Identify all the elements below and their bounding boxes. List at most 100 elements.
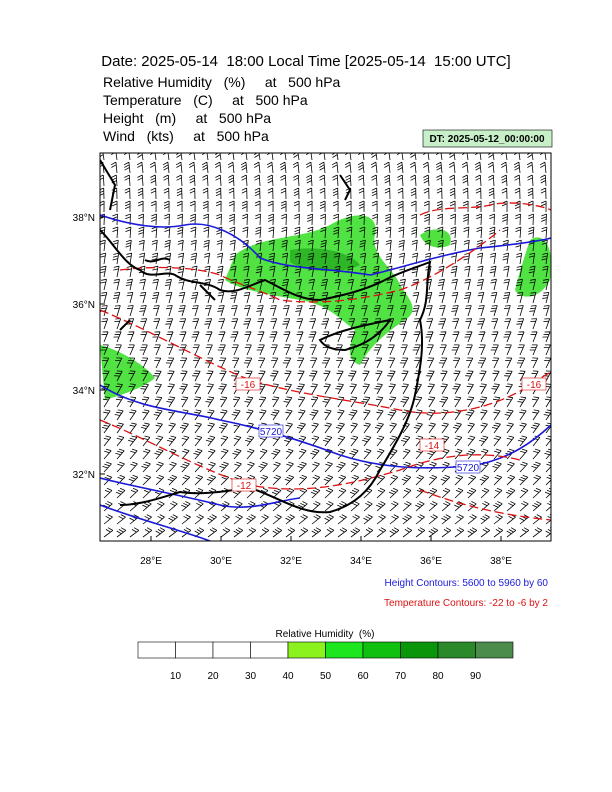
- wind-barb: [270, 305, 277, 317]
- wind-barb: [116, 435, 125, 447]
- wind-barb: [503, 331, 512, 343]
- wind-barb: [478, 435, 489, 447]
- wind-barb: [129, 487, 139, 499]
- wind-barb: [464, 331, 473, 343]
- wind-barb: [126, 265, 133, 278]
- wind-barb: [415, 409, 423, 421]
- wind-barb: [348, 370, 357, 382]
- wind-barb: [375, 357, 383, 369]
- wind-barb: [478, 331, 486, 343]
- wind-barb: [110, 153, 118, 161]
- wind-barb: [389, 527, 400, 538]
- wind-barb: [320, 239, 327, 252]
- wind-barb: [450, 252, 458, 265]
- wind-barb: [528, 265, 536, 278]
- wind-barb: [350, 474, 360, 486]
- wind-barb: [155, 527, 166, 538]
- wind-barb: [268, 226, 275, 239]
- colorbar-label: 10: [170, 671, 182, 682]
- wind-barb: [428, 527, 439, 538]
- wind-barb: [424, 226, 431, 239]
- wind-barb: [175, 161, 183, 174]
- wind-barb: [371, 174, 378, 187]
- colorbar-box: [287, 641, 326, 659]
- wind-barb: [284, 370, 292, 382]
- wind-barb: [399, 357, 409, 369]
- wind-barb: [349, 396, 358, 408]
- wind-barb: [154, 487, 165, 499]
- wind-barb: [294, 252, 302, 265]
- colorbar-box: [325, 641, 364, 659]
- wind-barb: [519, 422, 527, 434]
- wind-barb: [308, 278, 315, 291]
- wind-barb: [151, 213, 157, 226]
- wind-barb: [540, 187, 547, 200]
- wind-barb: [308, 331, 317, 343]
- wind-barb: [207, 409, 215, 421]
- wind-barb: [349, 357, 357, 369]
- wind-barb: [296, 383, 305, 395]
- wind-barb: [149, 153, 157, 161]
- wind-barb: [285, 409, 293, 421]
- wind-barb: [101, 331, 109, 343]
- wind-barb: [202, 174, 209, 187]
- colorbar-box: [250, 641, 289, 659]
- wind-barb: [436, 200, 443, 213]
- wind-barb: [370, 153, 378, 161]
- wind-barb: [233, 435, 242, 447]
- wind-barb: [271, 357, 279, 369]
- wind-barb: [321, 357, 331, 369]
- wind-barb: [427, 487, 438, 499]
- wind-barb: [397, 174, 404, 187]
- wind-barb: [220, 527, 231, 538]
- wind-barb: [112, 252, 120, 265]
- wind-barb: [129, 448, 138, 460]
- wind-barb: [489, 226, 496, 239]
- wind-barb: [168, 422, 176, 434]
- wind-barb: [545, 435, 551, 447]
- wind-barb: [136, 161, 144, 174]
- wind-barb: [349, 487, 360, 499]
- wind-barb: [462, 200, 469, 213]
- wind-barb: [283, 331, 291, 343]
- wind-barb: [502, 226, 509, 239]
- wind-barb: [139, 292, 147, 304]
- wind-barb: [126, 292, 134, 304]
- wind-barb: [401, 383, 409, 395]
- wind-barb: [296, 422, 306, 434]
- wind-barb: [423, 200, 430, 213]
- wind-barb: [100, 278, 107, 291]
- wind-barb: [337, 487, 347, 499]
- wind-barb: [449, 200, 456, 213]
- wind-barb: [334, 278, 341, 291]
- wind-barb: [256, 344, 265, 356]
- wind-barb: [387, 370, 396, 382]
- lon-tick-label: 36°E: [420, 556, 442, 567]
- wind-barb: [463, 252, 471, 265]
- colorbar-label: 30: [245, 671, 257, 682]
- wind-barb: [179, 422, 189, 434]
- wind-barb: [259, 474, 269, 486]
- wind-barb: [266, 153, 274, 161]
- wind-barb: [306, 200, 313, 213]
- wind-barb: [383, 153, 391, 161]
- wind-barb: [361, 331, 369, 343]
- wind-barb: [164, 278, 172, 291]
- wind-barb: [259, 409, 267, 421]
- wind-barb: [306, 187, 313, 200]
- wind-barb: [436, 187, 443, 200]
- wind-barb: [398, 239, 405, 252]
- wind-barb: [257, 383, 266, 395]
- wind-barb: [258, 370, 266, 382]
- wind-barb: [505, 487, 516, 499]
- wind-barb: [154, 383, 162, 395]
- wind-barb: [258, 461, 268, 473]
- wind-barb: [518, 370, 526, 382]
- wind-barb: [532, 527, 543, 538]
- wind-barb: [506, 501, 516, 512]
- wind-barb: [285, 461, 294, 473]
- wind-barb: [154, 396, 163, 408]
- wind-barb: [103, 487, 113, 499]
- wind-barb: [204, 318, 213, 330]
- wind-barb: [114, 370, 123, 382]
